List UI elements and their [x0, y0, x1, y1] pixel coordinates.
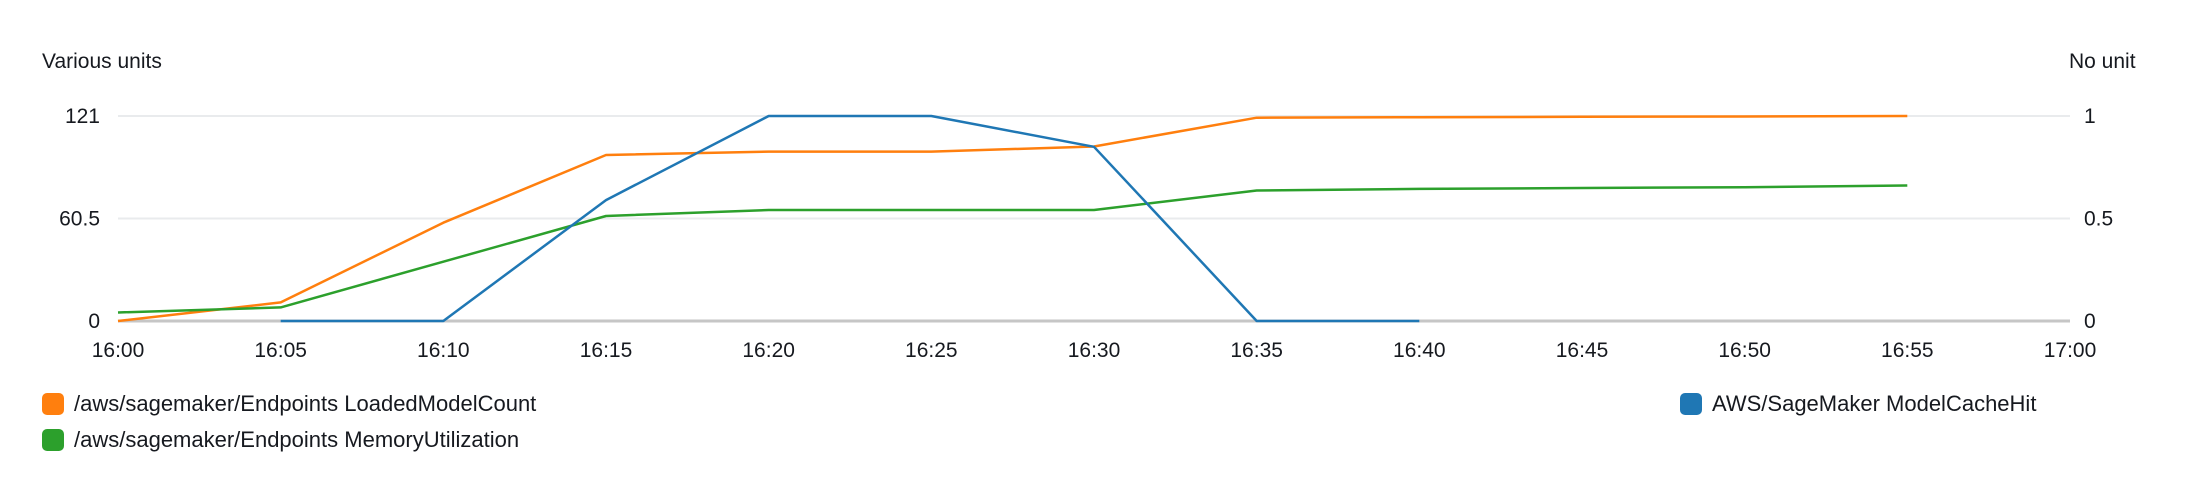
legend-swatch-loaded-model-count — [42, 393, 64, 415]
y-right-tick-labels: 00.51 — [2084, 105, 2113, 333]
x-tick-label: 16:55 — [1881, 339, 1934, 362]
y-left-tick-label: 0 — [88, 310, 100, 333]
x-tick-label: 16:25 — [905, 339, 958, 362]
y-right-tick-label: 1 — [2084, 105, 2096, 128]
x-tick-label: 16:45 — [1556, 339, 1609, 362]
x-tick-labels: 16:00 16:05 16:10 16:15 16:20 16:25 16:30 16:35… — [92, 339, 2097, 362]
legend-item-loaded-model-count[interactable]: /aws/sagemaker/Endpoints LoadedModelCoun… — [42, 386, 536, 422]
series-line-1[interactable] — [117, 184, 1908, 314]
legend-swatch-model-cache-hit — [1680, 393, 1702, 415]
x-tick-label: 16:35 — [1230, 339, 1283, 362]
series-line-0[interactable] — [117, 114, 1908, 323]
legend-item-model-cache-hit[interactable]: AWS/SageMaker ModelCacheHit — [1680, 386, 2036, 422]
x-tick-label: 16:20 — [742, 339, 795, 362]
legend-left: /aws/sagemaker/Endpoints LoadedModelCoun… — [42, 386, 536, 458]
series-lines — [117, 114, 1908, 323]
x-tick-label: 16:05 — [254, 339, 307, 362]
legend-label-memory-utilization: /aws/sagemaker/Endpoints MemoryUtilizati… — [74, 427, 520, 452]
y-left-tick-label: 60.5 — [59, 208, 100, 231]
x-tick-label: 16:10 — [417, 339, 470, 362]
legend-label-model-cache-hit: AWS/SageMaker ModelCacheHit — [1712, 391, 2037, 416]
legend-swatch-memory-utilization — [42, 429, 64, 451]
x-tick-label: 16:15 — [580, 339, 633, 362]
x-tick-label: 16:30 — [1068, 339, 1121, 362]
legend-item-memory-utilization[interactable]: /aws/sagemaker/Endpoints MemoryUtilizati… — [42, 422, 536, 458]
y-right-tick-label: 0.5 — [2084, 208, 2113, 231]
legend-label-loaded-model-count: /aws/sagemaker/Endpoints LoadedModelCoun… — [74, 391, 537, 416]
x-tick-label: 17:00 — [2044, 339, 2097, 362]
y-left-axis-label: Various units — [42, 50, 162, 73]
x-tick-label: 16:40 — [1393, 339, 1446, 362]
y-right-tick-label: 0 — [2084, 310, 2096, 333]
y-left-tick-label: 121 — [65, 105, 100, 128]
y-right-axis-label: No unit — [2069, 50, 2136, 73]
legend-right: AWS/SageMaker ModelCacheHit — [1680, 386, 2036, 422]
x-tick-label: 16:50 — [1718, 339, 1771, 362]
y-left-tick-labels: 0 60.5 121 — [59, 105, 100, 333]
x-tick-label: 16:00 — [92, 339, 145, 362]
series-line-2[interactable] — [280, 114, 1420, 323]
